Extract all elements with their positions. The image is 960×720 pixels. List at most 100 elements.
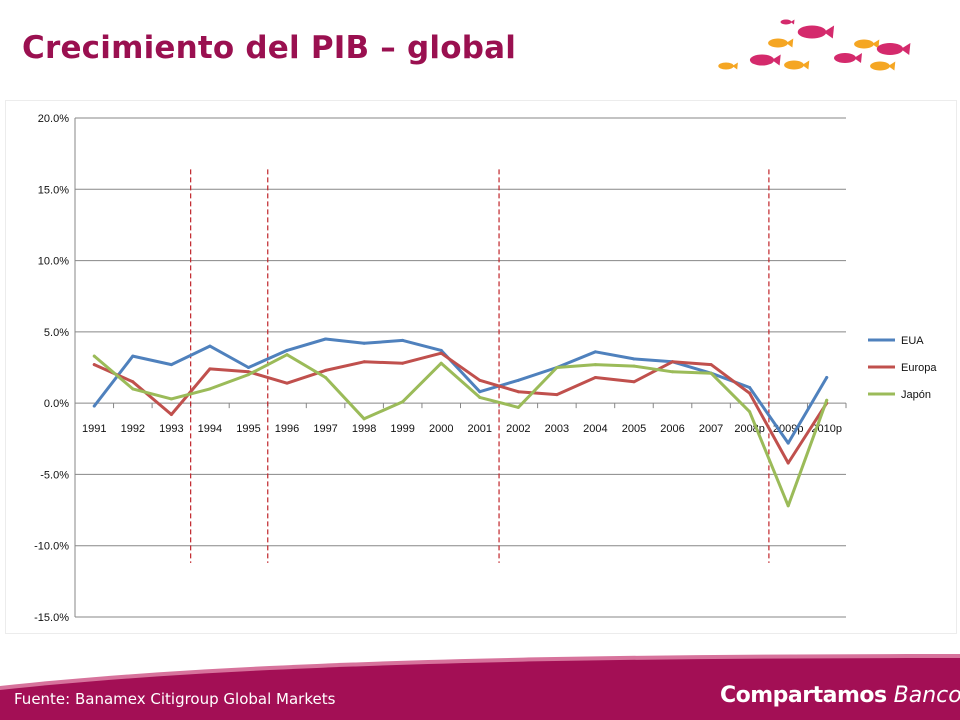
x-tick-label: 2006 bbox=[660, 423, 684, 435]
fish-icon bbox=[854, 39, 880, 49]
data-point bbox=[362, 360, 366, 364]
data-point bbox=[632, 380, 636, 384]
x-tick-label: 2010p bbox=[811, 423, 842, 435]
fish-icon bbox=[834, 53, 862, 63]
brand-suffix: Banco bbox=[893, 683, 960, 708]
y-tick-label: 0.0% bbox=[44, 398, 69, 410]
fish-icon bbox=[780, 19, 795, 25]
data-point bbox=[246, 370, 250, 374]
fish-icon bbox=[749, 54, 781, 66]
data-point bbox=[362, 341, 366, 345]
data-point bbox=[439, 361, 443, 365]
data-point bbox=[748, 385, 752, 389]
data-point bbox=[671, 360, 675, 364]
data-point bbox=[208, 344, 212, 348]
x-tick-label: 1991 bbox=[82, 423, 106, 435]
fish-icon bbox=[876, 43, 911, 55]
x-tick-label: 2001 bbox=[468, 423, 492, 435]
source-note: Fuente: Banamex Citigroup Global Markets bbox=[14, 690, 336, 708]
data-point bbox=[324, 337, 328, 341]
data-point bbox=[169, 413, 173, 417]
x-tick-label: 2000 bbox=[429, 423, 453, 435]
data-point bbox=[593, 363, 597, 367]
x-tick-label: 1994 bbox=[198, 423, 222, 435]
data-point bbox=[92, 363, 96, 367]
data-point bbox=[401, 361, 405, 365]
data-point bbox=[786, 461, 790, 465]
y-tick-label: 20.0% bbox=[38, 113, 69, 125]
legend-label: EUA bbox=[901, 335, 924, 347]
x-tick-label: 1996 bbox=[275, 423, 299, 435]
data-point bbox=[131, 387, 135, 391]
legend-label: Europa bbox=[901, 362, 937, 374]
data-point bbox=[131, 380, 135, 384]
data-point bbox=[478, 395, 482, 399]
data-point bbox=[671, 370, 675, 374]
x-tick-label: 1995 bbox=[236, 423, 260, 435]
data-point bbox=[593, 375, 597, 379]
fish-icon bbox=[718, 62, 738, 70]
y-tick-label: 10.0% bbox=[38, 256, 69, 268]
data-point bbox=[632, 364, 636, 368]
data-point bbox=[439, 348, 443, 352]
data-point bbox=[208, 367, 212, 371]
brand-logo: Compartamos Banco bbox=[720, 683, 960, 708]
slide-title: Crecimiento del PIB – global bbox=[22, 30, 517, 66]
legend-label: Japón bbox=[901, 389, 931, 401]
fish-icon bbox=[784, 60, 810, 70]
fish-icon bbox=[768, 38, 794, 48]
x-tick-label: 1998 bbox=[352, 423, 376, 435]
data-point bbox=[516, 405, 520, 409]
data-point bbox=[92, 354, 96, 358]
x-tick-label: 2007 bbox=[699, 423, 723, 435]
x-tick-label: 2003 bbox=[545, 423, 569, 435]
y-tick-label: -15.0% bbox=[34, 612, 69, 624]
data-point bbox=[825, 375, 829, 379]
x-tick-label: 2008p bbox=[734, 423, 765, 435]
data-point bbox=[786, 504, 790, 508]
data-point bbox=[401, 400, 405, 404]
data-point bbox=[825, 398, 829, 402]
x-tick-label: 1997 bbox=[313, 423, 337, 435]
data-point bbox=[748, 410, 752, 414]
data-point bbox=[169, 363, 173, 367]
fish-logo bbox=[718, 19, 911, 71]
data-point bbox=[131, 354, 135, 358]
data-point bbox=[285, 348, 289, 352]
data-point bbox=[516, 378, 520, 382]
series-line-japón bbox=[92, 353, 829, 508]
data-point bbox=[246, 366, 250, 369]
data-point bbox=[593, 350, 597, 354]
data-point bbox=[478, 378, 482, 382]
data-point bbox=[709, 363, 713, 367]
data-point bbox=[439, 351, 443, 355]
chart-panel: 20.0% 15.0% 10.0% 5.0% 0.0% -5.0% -10.0% -15.0%… bbox=[5, 100, 957, 634]
data-point bbox=[285, 353, 289, 357]
data-point bbox=[362, 417, 366, 421]
brand-name: Compartamos bbox=[720, 683, 887, 708]
data-point bbox=[555, 366, 559, 369]
data-point bbox=[246, 373, 250, 377]
data-point bbox=[516, 390, 520, 394]
series-line-europa bbox=[92, 351, 829, 465]
x-tick-label: 1992 bbox=[121, 423, 145, 435]
data-point bbox=[478, 390, 482, 394]
data-point bbox=[324, 375, 328, 379]
data-point bbox=[208, 387, 212, 391]
data-point bbox=[169, 397, 173, 401]
x-tick-label: 1993 bbox=[159, 423, 183, 435]
x-tick-label: 1999 bbox=[390, 423, 414, 435]
data-point bbox=[324, 368, 328, 372]
x-tick-label: 2004 bbox=[583, 423, 607, 435]
y-tick-label: -10.0% bbox=[34, 541, 69, 553]
series-line-eua bbox=[92, 337, 829, 445]
x-tick-label: 2002 bbox=[506, 423, 530, 435]
data-point bbox=[786, 441, 790, 445]
fish-icon bbox=[797, 25, 835, 39]
y-tick-label: -5.0% bbox=[40, 469, 69, 481]
fish-icon bbox=[870, 61, 896, 71]
data-point bbox=[555, 393, 559, 397]
data-point bbox=[401, 338, 405, 342]
footer-band bbox=[0, 654, 960, 720]
data-point bbox=[709, 371, 713, 375]
